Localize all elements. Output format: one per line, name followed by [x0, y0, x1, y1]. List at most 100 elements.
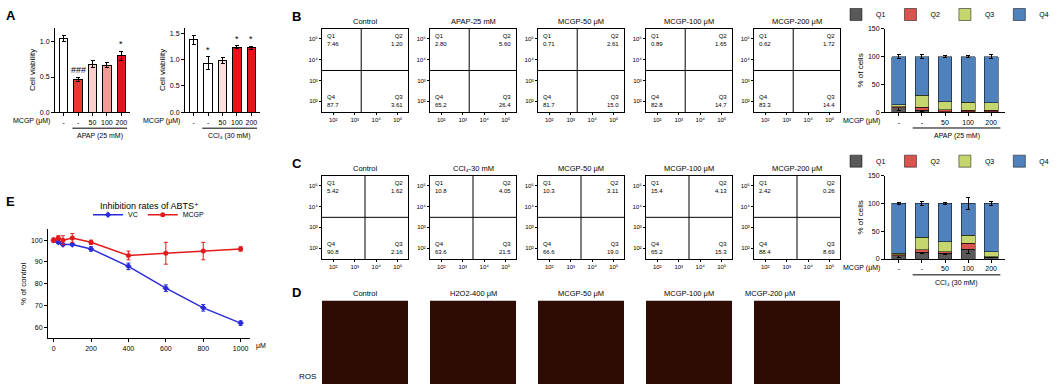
svg-text:Q465.2: Q465.2 [651, 241, 663, 255]
svg-text:Control: Control [353, 164, 378, 173]
svg-text:10³: 10³ [566, 264, 575, 270]
svg-text:10²: 10² [545, 117, 554, 123]
svg-text:10⁵: 10⁵ [417, 36, 427, 42]
svg-text:100: 100 [962, 265, 974, 272]
svg-text:*: * [119, 39, 123, 49]
svg-text:10³: 10³ [741, 224, 750, 230]
svg-text:Control: Control [353, 289, 378, 298]
svg-text:Q110.3: Q110.3 [543, 180, 555, 194]
svg-text:10²: 10² [761, 264, 770, 270]
svg-text:1000: 1000 [233, 345, 249, 352]
svg-text:-: - [192, 119, 195, 126]
svg-text:D: D [292, 285, 301, 300]
svg-text:10⁵: 10⁵ [633, 36, 643, 42]
svg-text:10²: 10² [417, 245, 426, 251]
svg-text:10²: 10² [653, 264, 662, 270]
svg-text:100: 100 [868, 53, 880, 60]
svg-text:*: * [235, 34, 239, 44]
svg-text:0.0: 0.0 [170, 109, 180, 116]
svg-text:10³: 10³ [458, 117, 467, 123]
svg-text:1.0: 1.0 [40, 38, 50, 45]
svg-text:APAP (25 mM): APAP (25 mM) [934, 132, 980, 140]
svg-text:*: * [206, 45, 210, 55]
svg-text:10²: 10² [653, 117, 662, 123]
svg-text:MCGP-50 μM: MCGP-50 μM [558, 17, 604, 26]
svg-text:Q1: Q1 [876, 11, 885, 19]
svg-text:Q22.61: Q22.61 [607, 33, 619, 47]
svg-text:MCGP-200 μM: MCGP-200 μM [772, 164, 822, 173]
svg-text:10³: 10³ [350, 264, 359, 270]
svg-text:MCGP (μM): MCGP (μM) [143, 117, 180, 125]
svg-text:Q314.7: Q314.7 [715, 94, 727, 108]
svg-text:200: 200 [985, 119, 997, 126]
svg-text:100: 100 [231, 119, 243, 126]
svg-text:10⁵: 10⁵ [309, 183, 319, 189]
svg-text:Q24.13: Q24.13 [715, 180, 727, 194]
svg-text:10³: 10³ [741, 78, 750, 84]
svg-text:10⁴: 10⁴ [372, 117, 382, 123]
svg-text:10⁴: 10⁴ [417, 204, 427, 210]
svg-text:100: 100 [101, 119, 113, 126]
svg-text:MCGP-100 μM: MCGP-100 μM [664, 289, 714, 298]
svg-text:A: A [6, 8, 16, 23]
svg-text:CCl₄ (30 mM): CCl₄ (30 mM) [208, 132, 251, 140]
svg-text:Q20.26: Q20.26 [823, 180, 835, 194]
svg-text:-: - [898, 119, 901, 126]
svg-text:Q12.42: Q12.42 [759, 180, 771, 194]
svg-text:10⁴: 10⁴ [741, 204, 751, 210]
svg-text:Q1: Q1 [876, 158, 885, 166]
svg-text:70: 70 [35, 302, 43, 309]
svg-text:0.5: 0.5 [40, 73, 50, 80]
svg-text:10⁴: 10⁴ [588, 117, 598, 123]
svg-text:10⁴: 10⁴ [633, 57, 643, 63]
svg-text:Q2: Q2 [930, 158, 939, 166]
svg-text:Q24.05: Q24.05 [499, 180, 511, 194]
svg-text:10⁴: 10⁴ [309, 204, 319, 210]
svg-text:10³: 10³ [309, 224, 318, 230]
svg-text:10³: 10³ [782, 117, 791, 123]
svg-text:MCGP (μM): MCGP (μM) [843, 264, 880, 272]
svg-text:10²: 10² [761, 117, 770, 123]
svg-text:Q110.8: Q110.8 [435, 180, 447, 194]
svg-text:10²: 10² [741, 98, 750, 104]
svg-text:Q23.11: Q23.11 [607, 180, 619, 194]
svg-text:MCGP-100 μM: MCGP-100 μM [664, 164, 714, 173]
svg-text:Q21.62: Q21.62 [391, 180, 403, 194]
svg-text:MCGP-50 μM: MCGP-50 μM [558, 164, 604, 173]
svg-text:10⁵: 10⁵ [393, 117, 403, 123]
svg-text:APAP (25 mM): APAP (25 mM) [77, 132, 123, 140]
svg-text:C: C [292, 156, 302, 171]
svg-text:% of control: % of control [19, 262, 28, 304]
svg-text:50: 50 [872, 228, 880, 235]
svg-text:200: 200 [85, 345, 97, 352]
svg-text:10⁴: 10⁴ [480, 117, 490, 123]
svg-text:Q315.0: Q315.0 [607, 94, 619, 108]
svg-text:Q21.65: Q21.65 [715, 33, 727, 47]
svg-text:Q2: Q2 [930, 11, 939, 19]
svg-text:800: 800 [197, 345, 209, 352]
svg-text:10²: 10² [437, 264, 446, 270]
svg-text:CCl₄ (30 mM): CCl₄ (30 mM) [935, 279, 978, 287]
svg-text:10⁴: 10⁴ [633, 204, 643, 210]
svg-text:50: 50 [89, 119, 97, 126]
svg-text:Q326.4: Q326.4 [499, 94, 511, 108]
svg-text:10³: 10³ [309, 78, 318, 84]
svg-text:10⁴: 10⁴ [588, 264, 598, 270]
svg-text:Control: Control [353, 17, 378, 26]
svg-text:MCGP (μM): MCGP (μM) [843, 117, 880, 125]
svg-text:-: - [921, 119, 924, 126]
svg-text:10³: 10³ [458, 264, 467, 270]
svg-text:200: 200 [116, 119, 128, 126]
svg-text:150: 150 [868, 172, 880, 179]
svg-text:Q483.3: Q483.3 [759, 94, 771, 108]
svg-text:Q32.16: Q32.16 [391, 241, 403, 255]
svg-text:10⁵: 10⁵ [825, 117, 835, 123]
svg-text:CCl₄-30 mM: CCl₄-30 mM [453, 164, 494, 173]
svg-text:0.5: 0.5 [170, 82, 180, 89]
svg-text:10³: 10³ [525, 78, 534, 84]
svg-text:10⁵: 10⁵ [501, 117, 511, 123]
svg-text:Q4: Q4 [1039, 158, 1048, 166]
svg-text:10²: 10² [309, 245, 318, 251]
svg-text:10⁴: 10⁴ [372, 264, 382, 270]
svg-text:10²: 10² [329, 264, 338, 270]
